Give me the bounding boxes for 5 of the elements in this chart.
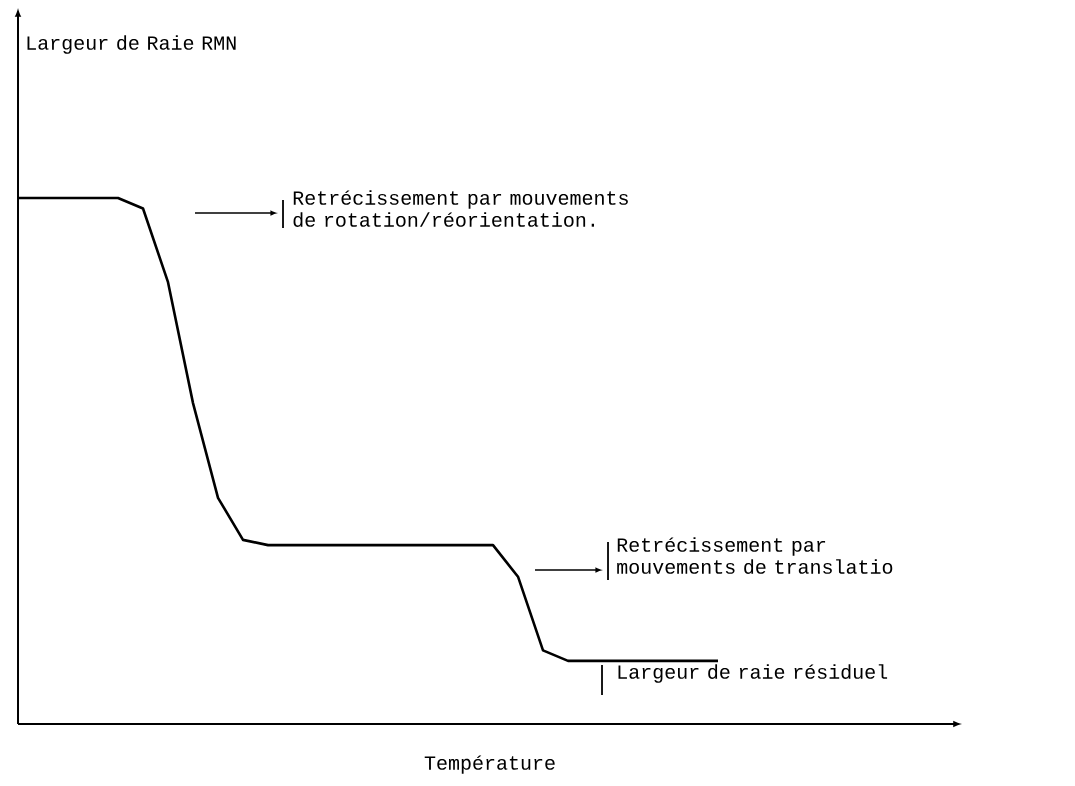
annotation: Retrécissement par mouvements de rotation/réorientation. (293, 190, 628, 227)
annotation: Largeur de raie résiduel (618, 664, 888, 683)
x-axis-title: Température (424, 755, 555, 774)
text: Largeur de Raie RMN (27, 35, 236, 54)
annotation: Retrécissement par mouvements de translatio (617, 537, 893, 574)
